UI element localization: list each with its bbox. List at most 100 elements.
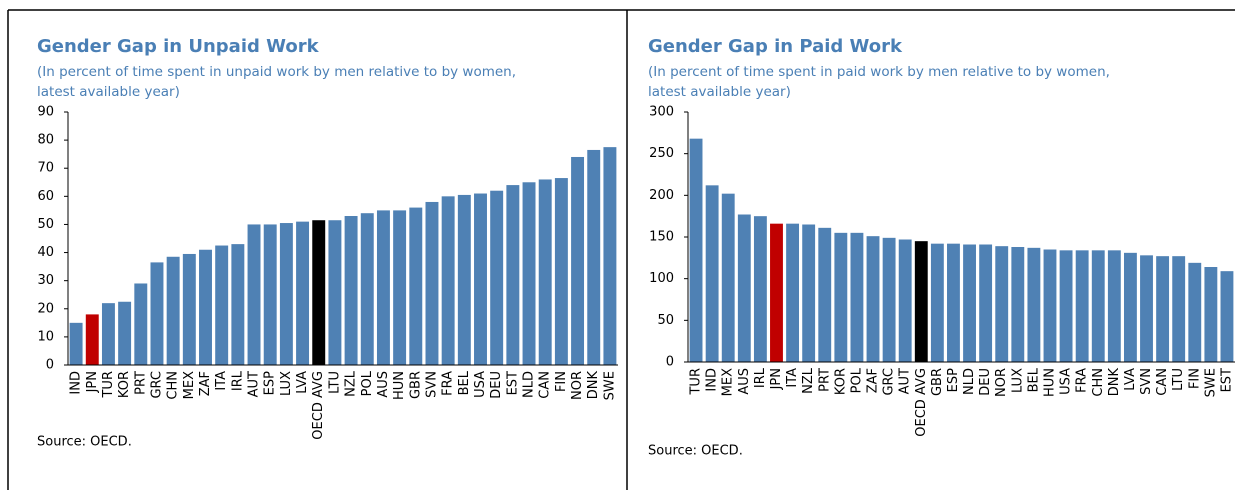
bar — [1011, 247, 1025, 362]
x-tick-label: LUX — [279, 371, 294, 396]
y-tick-label: 50 — [657, 313, 674, 328]
bar — [721, 193, 735, 362]
x-tick-label: IRL — [230, 370, 245, 391]
y-tick-label: 300 — [649, 105, 674, 120]
x-tick-label: AUS — [737, 368, 752, 395]
bar — [199, 249, 212, 365]
y-tick-label: 150 — [649, 230, 674, 245]
bar — [1091, 250, 1105, 362]
x-tick-label: LUX — [1010, 368, 1025, 393]
bar — [393, 210, 407, 365]
x-tick-label: CAN — [538, 371, 553, 399]
x-tick-label: SWE — [1203, 368, 1218, 397]
source-note: Source: OECD. — [648, 444, 743, 459]
bar — [1123, 252, 1137, 362]
x-tick-label: DNK — [586, 371, 601, 400]
x-tick-label: CAN — [1155, 368, 1170, 396]
bar — [1107, 250, 1121, 362]
bar — [247, 224, 261, 365]
bar — [554, 178, 568, 365]
bar — [101, 303, 115, 365]
x-tick-label: EST — [505, 371, 520, 395]
x-tick-label: BEL — [457, 370, 472, 395]
bar — [376, 210, 390, 365]
bar — [818, 227, 832, 362]
x-tick-label: TUR — [101, 371, 116, 399]
y-tick-label: 40 — [37, 245, 54, 260]
x-tick-label: MEX — [721, 368, 736, 396]
x-tick-label: PRT — [133, 371, 148, 395]
x-tick-label: ZAF — [866, 368, 881, 393]
x-tick-label: GBR — [930, 368, 945, 396]
x-tick-label: IRL — [753, 367, 768, 388]
chart-subtitle: (In percent of time spent in paid work b… — [648, 64, 1110, 80]
x-tick-label: ITA — [214, 371, 229, 391]
x-tick-label: OECD AVG — [914, 368, 929, 437]
x-tick-label: FIN — [554, 371, 569, 392]
bar — [279, 223, 293, 365]
y-tick-label: 50 — [37, 217, 54, 232]
x-tick-label: JPN — [85, 371, 100, 393]
bar — [705, 185, 719, 362]
bar — [425, 201, 439, 365]
x-tick-label: NZL — [344, 370, 359, 397]
bar — [882, 237, 896, 362]
bar — [850, 232, 864, 362]
x-tick-label: JPN — [769, 368, 784, 390]
bar — [215, 245, 229, 365]
bar — [1075, 250, 1089, 362]
x-tick-label: LTU — [327, 371, 342, 394]
bar — [995, 246, 1009, 362]
bar — [1220, 271, 1234, 362]
bar — [328, 220, 342, 365]
bar — [786, 223, 800, 362]
bar — [506, 185, 520, 365]
x-tick-label: ESP — [263, 371, 278, 395]
x-tick-label: NOR — [570, 371, 585, 400]
bar — [587, 149, 601, 365]
x-tick-label: EST — [1219, 368, 1234, 392]
y-tick-label: 60 — [37, 189, 54, 204]
x-tick-label: NOR — [994, 368, 1009, 397]
x-tick-label: AUT — [247, 371, 262, 397]
bar — [182, 253, 196, 365]
x-tick-label: LVA — [295, 371, 310, 394]
bar — [150, 262, 164, 365]
bar — [457, 194, 471, 365]
bar — [85, 314, 99, 365]
y-tick-label: 0 — [666, 355, 674, 370]
bar — [1140, 255, 1153, 362]
bar — [166, 256, 180, 365]
x-tick-label: GBR — [408, 371, 423, 399]
x-tick-label: HUN — [1042, 368, 1057, 397]
x-tick-label: PRT — [817, 368, 832, 392]
x-tick-label: DEU — [978, 368, 993, 396]
x-tick-label: KOR — [117, 371, 132, 398]
x-tick-label: ESP — [946, 368, 961, 392]
x-tick-label: CHN — [166, 371, 181, 400]
bar — [1204, 267, 1218, 362]
y-tick-label: 90 — [37, 105, 54, 120]
bar — [753, 216, 767, 362]
y-tick-label: 80 — [37, 133, 54, 148]
bar — [538, 179, 552, 365]
bar — [344, 216, 358, 365]
bar — [1059, 250, 1073, 362]
x-tick-label: OECD AVG — [311, 371, 326, 440]
y-tick-label: 20 — [37, 301, 54, 316]
bar — [474, 193, 487, 365]
chart-subtitle: (In percent of time spent in unpaid work… — [37, 64, 516, 80]
bar — [1156, 256, 1170, 362]
bar — [231, 244, 245, 365]
y-tick-label: 10 — [37, 329, 54, 344]
x-tick-label: SVN — [1139, 368, 1154, 395]
bar — [134, 283, 148, 365]
x-tick-label: TUR — [689, 368, 704, 396]
bar — [1027, 247, 1041, 362]
x-tick-label: AUS — [376, 371, 391, 398]
x-tick-label: LVA — [1123, 368, 1138, 391]
x-tick-label: NZL — [801, 367, 816, 394]
x-tick-label: POL — [360, 370, 375, 396]
bar — [866, 236, 880, 362]
